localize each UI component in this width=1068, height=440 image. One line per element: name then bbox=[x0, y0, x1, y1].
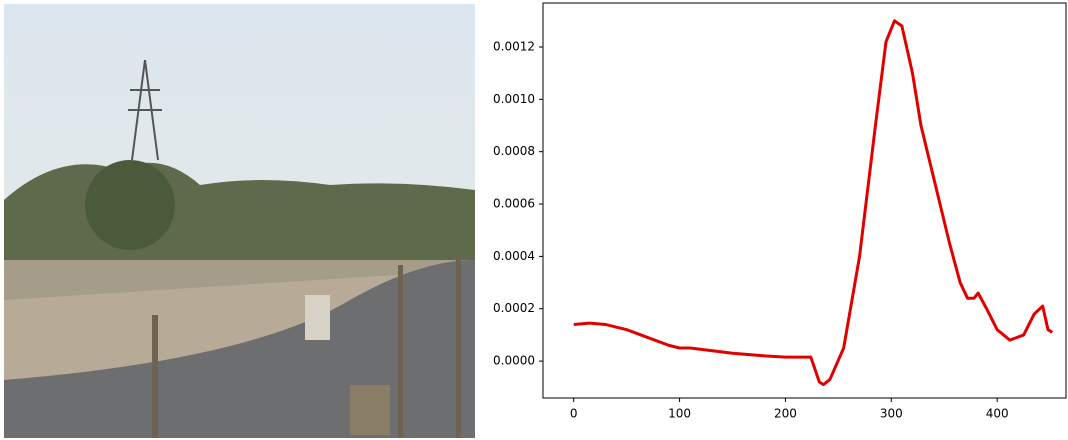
y-tick-label: 0.0000 bbox=[493, 354, 535, 368]
y-tick-label: 0.0012 bbox=[493, 39, 535, 53]
axes-frame bbox=[543, 3, 1066, 398]
pole bbox=[152, 315, 158, 438]
line-chart: 0 100 200 300 400 0.0000 0.0002 0.0004 0.0006 0.0… bbox=[493, 3, 1066, 421]
figure: 0 100 200 300 400 0.0000 0.0002 0.0004 0.0006 0.0… bbox=[0, 0, 1068, 440]
x-tick-label: 100 bbox=[668, 407, 691, 421]
pole bbox=[398, 265, 403, 438]
pole bbox=[456, 255, 461, 438]
page: 0 100 200 300 400 0.0000 0.0002 0.0004 0.0006 0.0… bbox=[0, 0, 1068, 440]
x-tick-label: 200 bbox=[774, 407, 797, 421]
y-tick-label: 0.0004 bbox=[493, 249, 535, 263]
y-tick-label: 0.0006 bbox=[493, 197, 535, 211]
tree bbox=[85, 160, 175, 250]
y-tick-label: 0.0010 bbox=[493, 92, 535, 106]
x-tick-label: 400 bbox=[986, 407, 1009, 421]
y-tick-label: 0.0002 bbox=[493, 301, 535, 315]
monument bbox=[305, 295, 330, 340]
booth bbox=[350, 385, 390, 435]
x-tick-label: 300 bbox=[880, 407, 903, 421]
x-tick-label: 0 bbox=[570, 407, 578, 421]
y-tick-label: 0.0008 bbox=[493, 144, 535, 158]
data-line bbox=[574, 21, 1053, 385]
photo bbox=[4, 4, 475, 438]
